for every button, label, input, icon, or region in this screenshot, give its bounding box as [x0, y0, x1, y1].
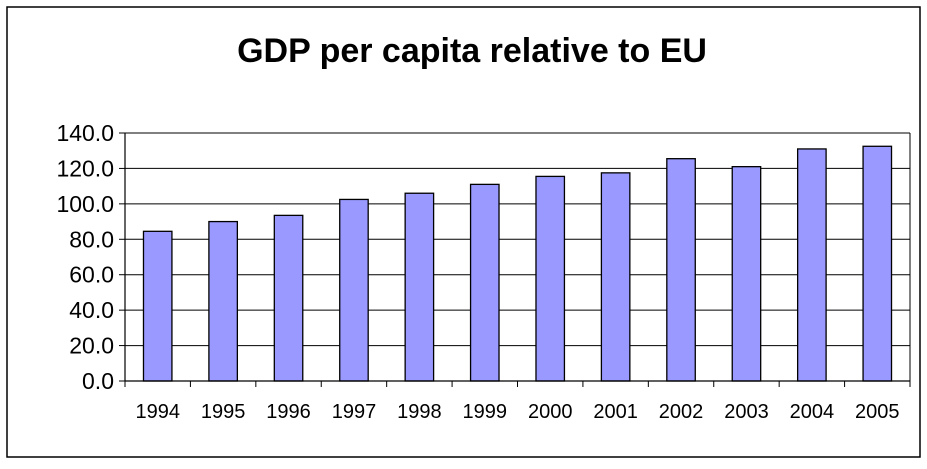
- x-tick-label: 2001: [593, 401, 638, 423]
- bar: [666, 158, 696, 382]
- bars: [142, 145, 893, 382]
- x-tick-labels: 1994 1995 1996 1997 1998 1999 2000 2001 2002 2003…: [135, 401, 899, 423]
- y-tick-label: 20.0: [69, 333, 114, 359]
- y-tick-label: 80.0: [69, 226, 114, 252]
- y-tick-label: 0.0: [82, 368, 114, 394]
- y-tick-label: 120.0: [56, 155, 114, 181]
- axes: [119, 132, 911, 387]
- x-tick-label: 2000: [528, 401, 573, 423]
- bar: [469, 183, 500, 382]
- bar: [535, 175, 566, 382]
- x-tick-label: 2003: [724, 401, 769, 423]
- bar: [796, 148, 827, 382]
- x-tick-label: 1995: [201, 401, 246, 423]
- chart-title: GDP per capita relative to EU: [237, 32, 707, 70]
- x-tick-label: 2004: [790, 401, 835, 423]
- x-tick-label: 2002: [659, 401, 704, 423]
- y-tick-label: 100.0: [56, 191, 114, 217]
- y-tick-label: 60.0: [69, 262, 114, 288]
- bar: [339, 198, 369, 382]
- x-tick-label: 1996: [266, 401, 311, 423]
- y-tick-label: 140.0: [56, 120, 114, 146]
- x-tick-label: 1997: [332, 401, 377, 423]
- bar: [208, 220, 239, 382]
- grid-lines: [125, 132, 910, 347]
- y-tick-labels: 0.0 20.0 40.0 60.0 80.0 100.0 120.0 140.0: [56, 120, 114, 394]
- bar: [731, 166, 762, 382]
- bar: [142, 230, 173, 382]
- x-tick-label: 1994: [135, 401, 180, 423]
- y-tick-label: 40.0: [69, 297, 114, 323]
- bar: [862, 145, 893, 382]
- bar: [600, 172, 631, 382]
- x-tick-label: 1998: [397, 401, 442, 423]
- bar: [273, 214, 304, 382]
- x-tick-label: 2005: [855, 401, 900, 423]
- bar: [404, 192, 435, 382]
- x-tick-label: 1999: [463, 401, 508, 423]
